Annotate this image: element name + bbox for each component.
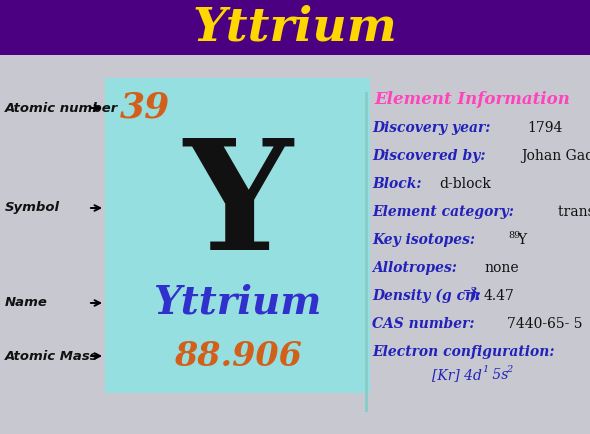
Text: Key isotopes:: Key isotopes: xyxy=(372,233,475,247)
Text: Electron configuration:: Electron configuration: xyxy=(372,345,555,359)
Text: Symbol: Symbol xyxy=(5,201,60,214)
Text: Discovery year:: Discovery year: xyxy=(372,121,490,135)
Text: Yttrium: Yttrium xyxy=(192,4,398,50)
Text: Discovered by:: Discovered by: xyxy=(372,149,486,163)
Bar xyxy=(105,78,370,393)
Text: Johan Gadolin: Johan Gadolin xyxy=(522,149,590,163)
Text: CAS number:: CAS number: xyxy=(372,317,474,331)
Text: 1794: 1794 xyxy=(527,121,563,135)
Text: transition metal: transition metal xyxy=(558,205,590,219)
Text: 88.906: 88.906 xyxy=(173,339,301,372)
Bar xyxy=(0,0,590,55)
Text: 1: 1 xyxy=(482,365,489,375)
Text: Y: Y xyxy=(517,233,526,247)
Text: Yttrium: Yttrium xyxy=(153,284,322,322)
Text: Density (g cm: Density (g cm xyxy=(372,289,480,303)
Text: Allotropes:: Allotropes: xyxy=(372,261,457,275)
Text: 39: 39 xyxy=(120,91,171,125)
Bar xyxy=(365,92,368,412)
Text: Atomic number: Atomic number xyxy=(5,102,118,115)
Text: Y: Y xyxy=(183,134,292,283)
Text: d-block: d-block xyxy=(439,177,491,191)
Text: 89: 89 xyxy=(508,231,520,240)
Text: Element Information: Element Information xyxy=(374,92,570,108)
Text: none: none xyxy=(484,261,519,275)
Text: [Kr] 4d: [Kr] 4d xyxy=(432,368,482,382)
Text: 5s: 5s xyxy=(488,368,509,382)
Text: Element category:: Element category: xyxy=(372,205,514,219)
Text: 2: 2 xyxy=(506,365,512,375)
Text: Atomic Mass: Atomic Mass xyxy=(5,349,99,362)
Text: Block:: Block: xyxy=(372,177,421,191)
Text: −3: −3 xyxy=(463,286,478,296)
Text: 7440-65- 5: 7440-65- 5 xyxy=(507,317,583,331)
Text: Name: Name xyxy=(5,296,48,309)
Text: ):: ): xyxy=(470,289,482,303)
Text: 4.47: 4.47 xyxy=(484,289,515,303)
